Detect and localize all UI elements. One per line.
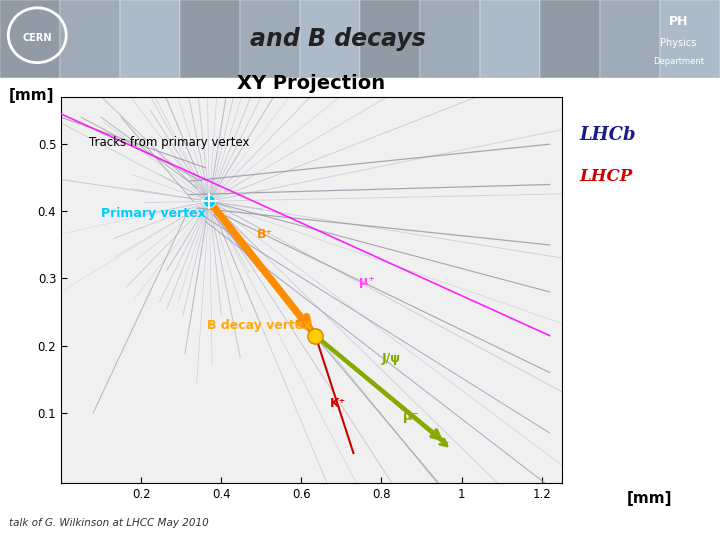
Title: XY Projection: XY Projection [238, 74, 385, 93]
Text: Department: Department [653, 57, 704, 65]
Text: [mm]: [mm] [626, 491, 672, 507]
Bar [120, 0, 180, 78]
Text: talk of G. Wilkinson at LHCC May 2010: talk of G. Wilkinson at LHCC May 2010 [9, 518, 208, 529]
Bar [660, 0, 720, 78]
Text: μ⁻: μ⁻ [403, 409, 419, 422]
Bar [60, 0, 120, 78]
Text: K⁺: K⁺ [330, 397, 346, 410]
Text: and B decays: and B decays [251, 27, 426, 51]
Bar [0, 0, 60, 78]
Text: Primary vertex: Primary vertex [102, 207, 206, 220]
Text: B⁺: B⁺ [256, 228, 273, 241]
Bar [420, 0, 480, 78]
Text: PH: PH [669, 16, 688, 29]
Bar [600, 0, 660, 78]
Text: LHCP: LHCP [579, 167, 632, 185]
Bar [300, 0, 360, 78]
Bar [480, 0, 540, 78]
Text: Tracks from primary vertex: Tracks from primary vertex [89, 136, 250, 149]
Text: [mm]: [mm] [9, 88, 54, 103]
Text: Physics: Physics [660, 38, 697, 48]
Bar [240, 0, 300, 78]
Bar [180, 0, 240, 78]
Bar [540, 0, 600, 78]
Text: μ⁺: μ⁺ [359, 275, 375, 288]
Bar [360, 0, 420, 78]
Text: LHCb: LHCb [579, 126, 636, 144]
Text: B decay vertex: B decay vertex [207, 319, 312, 332]
Text: CERN: CERN [22, 32, 52, 43]
Text: J/ψ: J/ψ [382, 353, 400, 366]
